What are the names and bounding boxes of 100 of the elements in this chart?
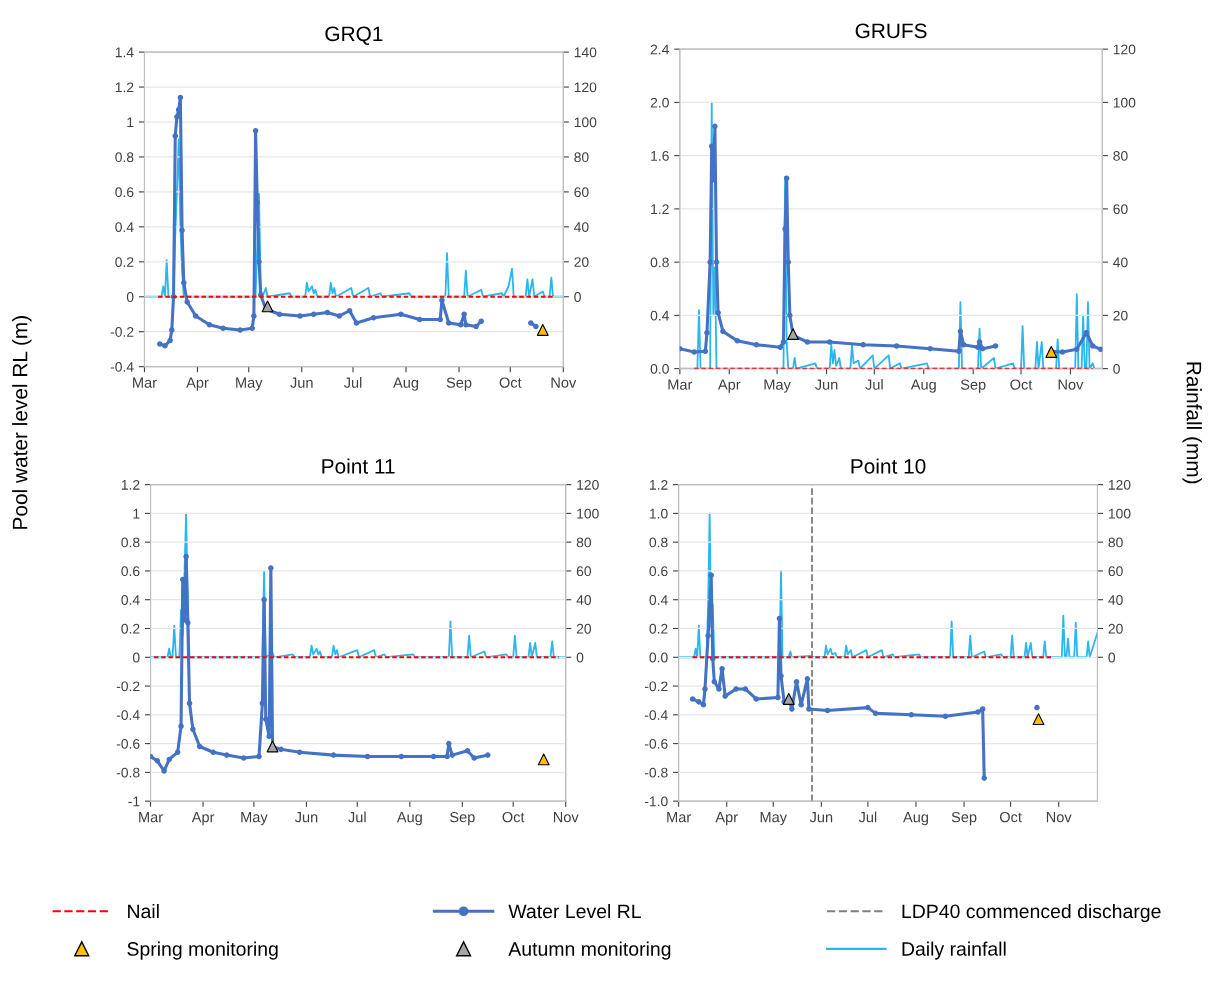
y-tick-label: 0.6: [121, 566, 140, 577]
y-tick-label: 1.2: [651, 204, 669, 214]
x-tick-label: Aug: [396, 812, 422, 826]
y-tick-label: 0: [132, 652, 140, 663]
x-tick-label: Aug: [903, 812, 928, 826]
x-tick-label: Mar: [139, 812, 163, 823]
y2-tick-label: 80: [574, 152, 589, 163]
y-tick-label: -0.6: [116, 738, 140, 749]
y-tick-label: -1: [128, 796, 140, 807]
x-tick-label: May: [764, 379, 791, 393]
chart-title: GRUFS: [855, 23, 927, 39]
x-tick-label: Oct: [502, 811, 525, 823]
y2-tick-label: 0: [574, 292, 581, 302]
y-tick-label: 1: [133, 508, 140, 519]
x-tick-label: Oct: [1010, 379, 1033, 390]
legend-label: Nail: [128, 903, 159, 919]
x-tick-label: Sep: [951, 811, 977, 826]
y2-tick-label: 40: [1113, 257, 1128, 268]
chart-title: GRQ1: [325, 26, 383, 45]
y-tick-label: 0.6: [115, 187, 134, 198]
y2-tick-label: 140: [574, 47, 597, 58]
x-tick-label: Sep: [446, 377, 472, 391]
y2-tick-label: 100: [577, 508, 599, 519]
y2-tick-label: 0: [576, 652, 584, 663]
x-tick-label: May: [236, 377, 263, 391]
legend-label: LDP40 commenced discharge: [902, 903, 1161, 923]
y-tick-label: 0: [126, 292, 134, 302]
y-tick-label: 0.0: [650, 363, 669, 374]
y-tick-label: 2.4: [650, 44, 670, 55]
y-tick-label: -0.8: [116, 767, 140, 778]
x-tick-label: Apr: [715, 812, 738, 826]
y2-tick-label: 120: [574, 82, 597, 93]
legend-label: Water Level RL: [508, 903, 641, 919]
y-tick-label: -0.8: [644, 767, 668, 778]
x-tick-label: Aug: [910, 379, 936, 393]
x-tick-label: Apr: [191, 812, 215, 826]
x-tick-label: Mar: [667, 812, 691, 823]
x-tick-label: Jun: [294, 812, 318, 823]
y-tick-label: -0.6: [644, 738, 668, 749]
x-tick-label: Nov: [1046, 812, 1072, 823]
y2-tick-label: 40: [576, 595, 592, 605]
y2-tick-label: 0: [1113, 363, 1120, 374]
y2-tick-label: 60: [1108, 566, 1123, 577]
y-tick-label: -0.4: [116, 710, 140, 720]
y-tick-label: 2.0: [650, 97, 669, 108]
y-tick-label: 0.8: [121, 537, 140, 548]
y-tick-label: 1.2: [115, 82, 134, 93]
y-tick-label: 1.4: [115, 47, 134, 58]
y2-tick-label: 20: [576, 623, 592, 634]
y2-tick-label: 120: [1113, 44, 1136, 55]
y2-tick-label: 40: [1108, 595, 1123, 605]
y2-tick-label: 80: [576, 537, 592, 548]
x-tick-label: Nov: [553, 812, 579, 823]
y-tick-label: 0.2: [115, 257, 134, 267]
x-tick-label: Apr: [717, 379, 741, 393]
y2-tick-label: 100: [1108, 508, 1131, 519]
x-tick-label: Jul: [343, 377, 362, 388]
y-axis-title: Pool water level RL (m): [12, 316, 32, 529]
x-tick-label: Jul: [865, 379, 883, 390]
y2-tick-label: 80: [1113, 150, 1128, 161]
y-tick-label: 1: [127, 117, 134, 128]
x-tick-label: May: [241, 812, 268, 826]
x-tick-label: May: [760, 812, 787, 826]
y-tick-label: -0.2: [116, 681, 140, 692]
x-tick-label: Sep: [450, 811, 475, 826]
y-tick-label: 0.8: [650, 257, 669, 268]
y-tick-label: -0.4: [644, 710, 668, 720]
y-tick-label: 0.4: [649, 595, 668, 605]
x-tick-label: Jun: [809, 812, 833, 823]
y-tick-label: -0.2: [110, 327, 134, 337]
y-tick-label: 0.8: [649, 537, 668, 548]
y2-tick-label: 60: [574, 187, 589, 198]
y-tick-label: 0.4: [121, 595, 140, 605]
y2-tick-label: 80: [1108, 537, 1123, 548]
x-tick-label: Jun: [814, 379, 838, 390]
legend-label: Autumn monitoring: [508, 941, 671, 960]
x-tick-label: Oct: [999, 811, 1022, 823]
y2-tick-label: 120: [577, 479, 599, 490]
y-tick-label: 0.2: [121, 623, 140, 634]
y2-tick-label: 60: [1113, 204, 1128, 215]
y-tick-label: 0.8: [115, 152, 134, 163]
y2-tick-label: 60: [576, 566, 592, 577]
x-tick-label: Nov: [1058, 379, 1084, 390]
y2-axis-title: Rainfall (mm): [1182, 362, 1202, 484]
y-tick-label: -0.4: [110, 361, 134, 372]
y-tick-label: 0.4: [650, 310, 670, 321]
legend-label: Spring monitoring: [127, 941, 278, 960]
y-tick-label: 0.2: [649, 623, 668, 634]
chart-title: Point 11: [322, 458, 395, 474]
x-tick-label: Jul: [858, 811, 877, 823]
x-tick-label: Jun: [290, 377, 313, 388]
x-tick-label: Oct: [499, 377, 522, 388]
y2-tick-label: 40: [574, 222, 589, 233]
x-tick-label: Jul: [348, 811, 366, 823]
y-tick-label: 0.4: [115, 222, 134, 233]
y2-tick-label: 20: [574, 257, 589, 267]
y-tick-label: -1.0: [644, 796, 668, 807]
y-tick-label: 1.6: [651, 150, 669, 161]
y2-tick-label: 120: [1108, 479, 1131, 490]
y-tick-label: -0.2: [644, 681, 668, 692]
